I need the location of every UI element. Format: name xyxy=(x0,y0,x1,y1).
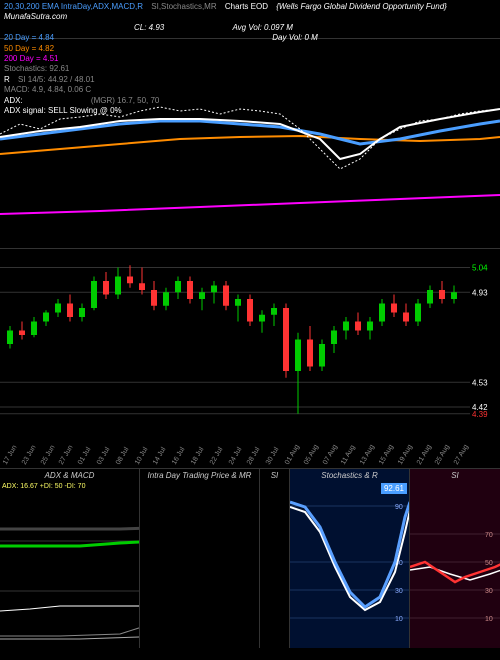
svg-text:30: 30 xyxy=(395,588,403,595)
intra-panel: Intra Day Trading Price & MR xyxy=(140,469,260,648)
ema50: 50 Day = 4.82 xyxy=(4,44,54,53)
svg-text:10: 10 xyxy=(485,616,493,623)
svg-text:4.39: 4.39 xyxy=(472,410,488,419)
svg-text:30: 30 xyxy=(485,588,493,595)
intra-title: Intra Day Trading Price & MR xyxy=(140,469,259,482)
si-center-panel: SI xyxy=(260,469,290,648)
close-value: CL: 4.93 xyxy=(134,23,164,32)
rsi-chart: 70 50 30 10 xyxy=(410,482,500,647)
candlestick-chart: 5.044.934.534.424.39 xyxy=(0,249,500,449)
stoch-title: Stochastics & R xyxy=(290,469,409,482)
chart-header: 20,30,200 EMA IntraDay,ADX,MACD,R SI,Sto… xyxy=(0,0,500,118)
ema200: 200 Day = 4.51 xyxy=(4,54,58,63)
adx-macd-chart xyxy=(0,491,140,648)
stochastics-panel: Stochastics & R 90503010 92.61 xyxy=(290,469,410,648)
ema20: 20 Day = 4.84 xyxy=(4,33,54,42)
indicator-row: ADX & MACD ADX: 16.67 +DI: 50 -DI: 70 In… xyxy=(0,468,500,648)
stoch-value: 92.61 xyxy=(381,483,407,494)
rsi: SI 14/5: 44.92 / 48.01 xyxy=(18,75,95,84)
svg-text:70: 70 xyxy=(485,532,493,539)
ema-label: 20,30,200 EMA IntraDay,ADX,MACD,R xyxy=(4,2,143,11)
svg-text:50: 50 xyxy=(485,560,493,567)
charts-label: Charts EOD xyxy=(225,2,268,11)
adx-signal: ADX signal: SELL Slowing @ 0% xyxy=(4,106,122,115)
svg-text:4.93: 4.93 xyxy=(472,289,488,298)
mgr: (MGR) 16.7, 50, 70 xyxy=(91,96,159,105)
avg-vol: Avg Vol: 0.097 M xyxy=(232,23,292,32)
svg-text:10: 10 xyxy=(395,616,403,623)
adx-legend: ADX: 16.67 +DI: 50 -DI: 70 xyxy=(0,482,139,491)
candlestick-panel: 5.044.934.534.424.39 17 Jun23 Jun25 Jun2… xyxy=(0,248,500,468)
svg-text:5.04: 5.04 xyxy=(472,264,488,273)
adx-label: ADX: xyxy=(4,96,23,105)
stochastics-chart: 90503010 xyxy=(290,482,410,647)
adx-macd-panel: ADX & MACD ADX: 16.67 +DI: 50 -DI: 70 xyxy=(0,469,140,648)
rsi-panel: SI 70 50 30 10 xyxy=(410,469,500,648)
adx-macd-title: ADX & MACD xyxy=(0,469,139,482)
date-axis: 17 Jun23 Jun25 Jun27 Jun01 Jul03 Jul08 J… xyxy=(0,448,500,468)
si-center-title: SI xyxy=(260,469,289,482)
rsi-prefix: R xyxy=(4,75,10,84)
svg-text:4.53: 4.53 xyxy=(472,379,488,388)
day-vol: Day Vol: 0 M xyxy=(272,33,318,42)
rsi-title: SI xyxy=(410,469,500,482)
svg-text:90: 90 xyxy=(395,504,403,511)
stoch-label: SI,Stochastics,MR xyxy=(151,2,216,11)
stochastics: Stochastics: 92.61 xyxy=(4,64,69,73)
macd: MACD: 4.9, 4.84, 0.06 C xyxy=(4,85,91,94)
